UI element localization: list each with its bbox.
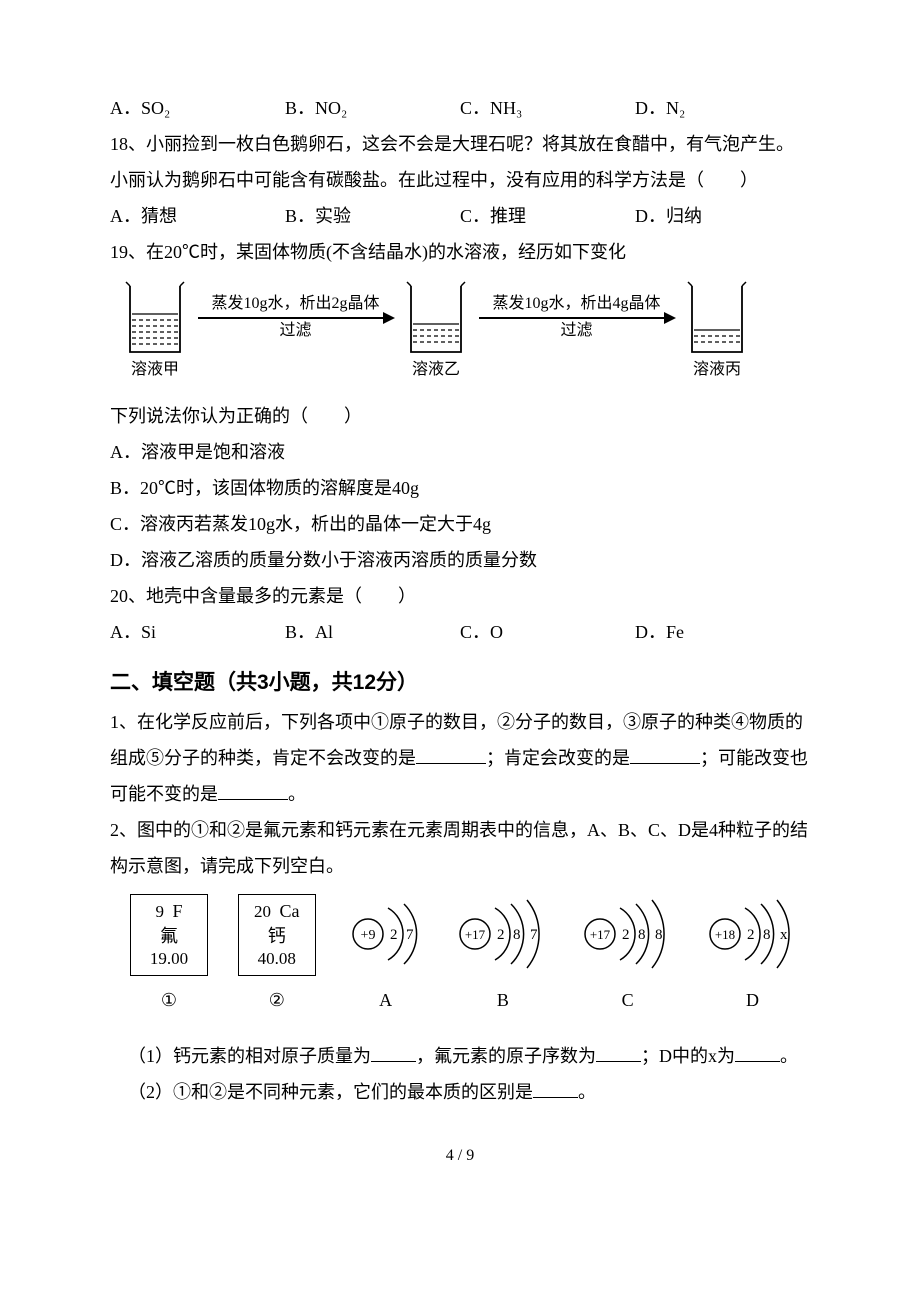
q18-opt-c: C．推理 <box>460 198 635 234</box>
f2-sub2-a: （2）①和②是不同种元素，它们的最本质的区别是 <box>128 1082 533 1102</box>
elem2-num: 20 <box>254 902 271 921</box>
f2-sub1-b: ，氟元素的原子序数为 <box>416 1046 596 1066</box>
svg-text:2: 2 <box>497 927 505 943</box>
elem2-sym: Ca <box>280 901 300 921</box>
atom-d-label: D <box>705 982 800 1018</box>
beaker-jia-label: 溶液甲 <box>120 360 190 379</box>
q17-opt-b: B．NO₂ <box>285 90 460 126</box>
svg-text:7: 7 <box>530 927 538 943</box>
arrow2-bottom: 过滤 <box>479 321 674 342</box>
q18-opt-a: A．猜想 <box>110 198 285 234</box>
q19-figure: 溶液甲 蒸发10g水，析出2g晶体 过滤 溶液乙 蒸发 <box>110 278 810 358</box>
section-2-title: 二、填空题（共3小题，共12分） <box>110 662 810 704</box>
elem2-idx: ② <box>238 982 316 1018</box>
fill-2-figure: 9 F 氟 19.00 ① 20 Ca 钙 40.08 ② +9 2 <box>110 894 810 1018</box>
blank-diff <box>533 1076 578 1099</box>
f1-d: 。 <box>288 784 306 804</box>
q19-opt-a: A．溶液甲是饱和溶液 <box>110 434 810 470</box>
svg-text:+18: +18 <box>715 927 735 942</box>
elem1-idx: ① <box>130 982 208 1018</box>
f2-sub2-b: 。 <box>578 1082 596 1102</box>
fill-2-intro: 2、图中的①和②是氟元素和钙元素在元素周期表中的信息，A、B、C、D是4种粒子的… <box>110 812 810 884</box>
svg-text:x: x <box>780 927 788 943</box>
atom-c: +17 2 8 8 C <box>580 894 675 1018</box>
q19-text: 19、在20℃时，某固体物质(不含结晶水)的水溶液，经历如下变化 <box>110 234 810 270</box>
q17-opt-d: D．N₂ <box>635 90 810 126</box>
q19-opt-b: B．20℃时，该固体物质的溶解度是40g <box>110 470 810 506</box>
svg-text:2: 2 <box>747 927 755 943</box>
f2-sub1: （1）钙元素的相对原子质量为 ，氟元素的原子序数为 ；D中的x为 。 <box>128 1038 810 1074</box>
f2-sub1-c: ；D中的x为 <box>641 1046 735 1066</box>
f2-sub2: （2）①和②是不同种元素，它们的最本质的区别是 。 <box>128 1074 810 1110</box>
element-box-ca: 20 Ca 钙 40.08 ② <box>238 894 316 1018</box>
beaker-jia: 溶液甲 <box>120 278 190 358</box>
elem2-name: 钙 <box>247 924 307 948</box>
f2-sub1-d: 。 <box>780 1046 798 1066</box>
arrow1-top: 蒸发10g水，析出2g晶体 <box>198 294 393 315</box>
arrow-2: 蒸发10g水，析出4g晶体 过滤 <box>479 294 674 342</box>
q20-opt-b: B．Al <box>285 614 460 650</box>
arrow-1: 蒸发10g水，析出2g晶体 过滤 <box>198 294 393 342</box>
beaker-yi-label: 溶液乙 <box>401 360 471 379</box>
svg-text:7: 7 <box>406 927 414 943</box>
elem1-sym: F <box>172 901 182 921</box>
q19-opt-c: C．溶液丙若蒸发10g水，析出的晶体一定大于4g <box>110 506 810 542</box>
page-footer: 4 / 9 <box>110 1140 810 1172</box>
svg-text:8: 8 <box>638 927 646 943</box>
q19-opt-d: D．溶液乙溶质的质量分数小于溶液丙溶质的质量分数 <box>110 542 810 578</box>
q20-opt-c: C．O <box>460 614 635 650</box>
svg-text:2: 2 <box>390 927 398 943</box>
fill-1: 1、在化学反应前后，下列各项中①原子的数目，②分子的数目，③原子的种类④物质的组… <box>110 704 810 812</box>
elem1-num: 9 <box>155 902 164 921</box>
q20-opt-d: D．Fe <box>635 614 810 650</box>
elem2-mass: 40.08 <box>247 948 307 971</box>
q20-opt-a: A．Si <box>110 614 285 650</box>
f1-b: ；肯定会改变的是 <box>486 748 630 768</box>
beaker-bing: 溶液丙 <box>682 278 752 358</box>
arrow2-top: 蒸发10g水，析出4g晶体 <box>479 294 674 315</box>
atom-b: +17 2 8 7 B <box>455 894 550 1018</box>
f2-sub1-a: （1）钙元素的相对原子质量为 <box>128 1046 371 1066</box>
blank-2 <box>630 741 700 764</box>
q17-opt-c: C．NH₃ <box>460 90 635 126</box>
q18-opt-d: D．归纳 <box>635 198 810 234</box>
q18-opt-b: B．实验 <box>285 198 460 234</box>
q20-options: A．Si B．Al C．O D．Fe <box>110 614 810 650</box>
q18-options: A．猜想 B．实验 C．推理 D．归纳 <box>110 198 810 234</box>
q20-text: 20、地壳中含量最多的元素是（ ） <box>110 578 810 614</box>
beaker-yi: 溶液乙 <box>401 278 471 358</box>
svg-text:8: 8 <box>763 927 771 943</box>
elem1-mass: 19.00 <box>139 948 199 971</box>
blank-1 <box>416 741 486 764</box>
q18-text: 18、小丽捡到一枚白色鹅卵石，这会不会是大理石呢？将其放在食醋中，有气泡产生。小… <box>110 126 810 198</box>
svg-text:+17: +17 <box>465 927 486 942</box>
q17-opt-a: A．SO₂ <box>110 90 285 126</box>
q19-prompt: 下列说法你认为正确的（ ） <box>110 398 810 434</box>
svg-text:2: 2 <box>622 927 630 943</box>
element-box-f: 9 F 氟 19.00 ① <box>130 894 208 1018</box>
blank-f-num <box>596 1040 641 1063</box>
elem1-name: 氟 <box>139 924 199 948</box>
svg-text:8: 8 <box>655 927 663 943</box>
atom-b-label: B <box>455 982 550 1018</box>
blank-ca-mass <box>371 1040 416 1063</box>
svg-text:8: 8 <box>513 927 521 943</box>
blank-x <box>735 1040 780 1063</box>
atom-a: +9 2 7 A <box>346 894 426 1018</box>
beaker-bing-label: 溶液丙 <box>682 360 752 379</box>
atom-d: +18 2 8 x D <box>705 894 800 1018</box>
svg-text:+17: +17 <box>590 927 611 942</box>
svg-text:+9: +9 <box>360 928 375 943</box>
q17-options: A．SO₂ B．NO₂ C．NH₃ D．N₂ <box>110 90 810 126</box>
arrow1-bottom: 过滤 <box>198 321 393 342</box>
atom-a-label: A <box>346 982 426 1018</box>
blank-3 <box>218 777 288 800</box>
atom-c-label: C <box>580 982 675 1018</box>
